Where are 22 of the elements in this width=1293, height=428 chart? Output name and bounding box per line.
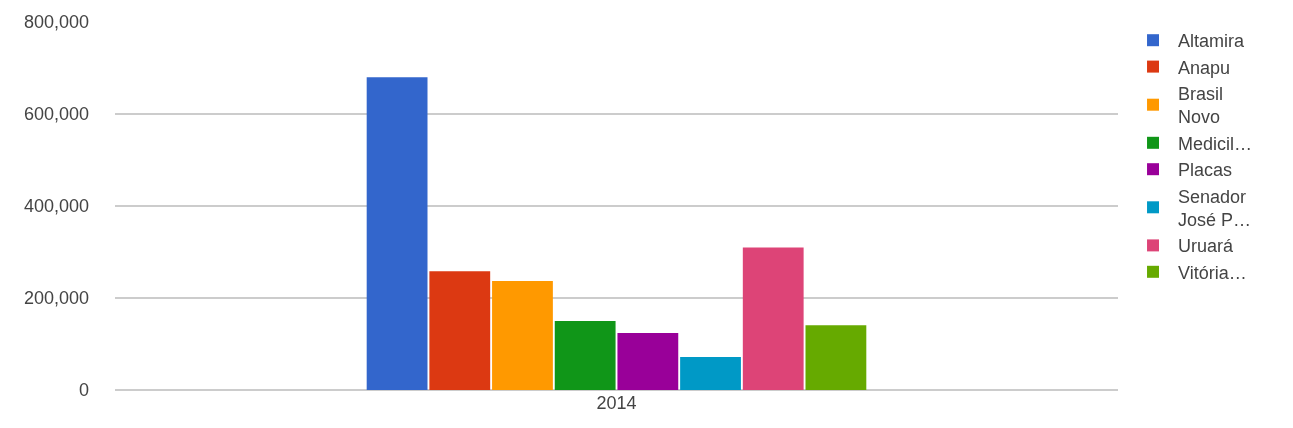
legend-label: Medicil… <box>1178 133 1253 154</box>
bar <box>680 356 741 390</box>
legend-label: Uruará <box>1178 236 1235 257</box>
bar <box>366 77 428 390</box>
bar <box>617 332 679 390</box>
legend-label: Anapu <box>1178 57 1231 78</box>
x-tick-label: 2014 <box>596 393 637 413</box>
legend-label: Vitória… <box>1178 262 1247 283</box>
y-tick-label: 0 <box>78 380 89 401</box>
y-tick-label: 800,000 <box>23 12 89 33</box>
y-tick-label: 400,000 <box>23 196 89 217</box>
bar <box>492 280 553 390</box>
legend-label: Placas <box>1178 160 1233 181</box>
bar <box>554 321 616 390</box>
legend-label: Senador José P… <box>1178 186 1252 231</box>
y-tick-label: 600,000 <box>23 104 89 125</box>
legend-label: Brasil Novo <box>1178 84 1224 128</box>
y-tick-label: 200,000 <box>23 288 89 309</box>
legend-label: Altamira <box>1178 31 1246 52</box>
bar <box>805 325 867 390</box>
bar <box>429 271 491 390</box>
bar <box>742 247 804 390</box>
